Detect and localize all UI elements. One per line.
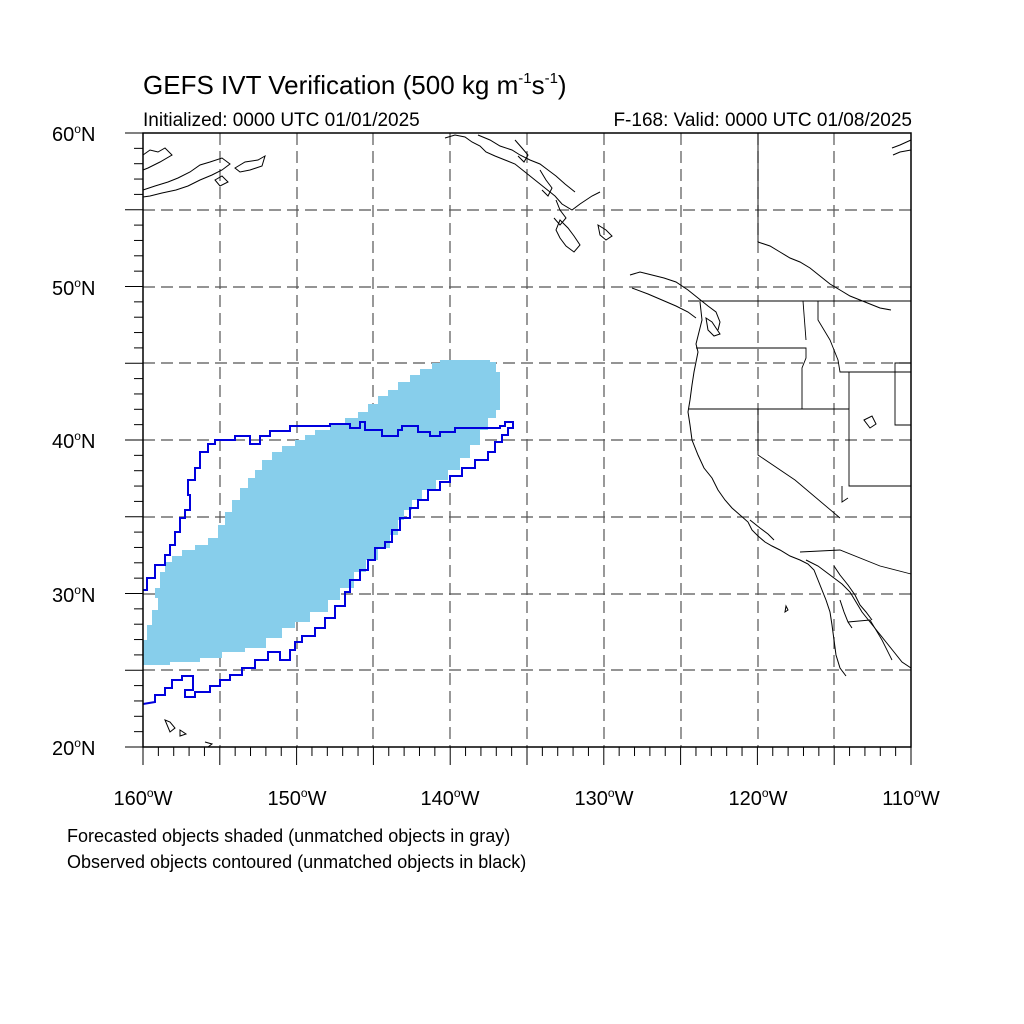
- observed-ivt-contour: [142, 421, 514, 705]
- lat-label-50n: 50oN: [52, 276, 96, 300]
- title-text: GEFS IVT Verification (500 kg m: [143, 70, 519, 100]
- title-exponent-2: -1: [544, 70, 558, 87]
- graticule: [143, 133, 911, 747]
- init-time-label: Initialized: 0000 UTC 01/01/2025: [143, 110, 420, 131]
- title-text-close: ): [557, 70, 567, 100]
- lon-label-110w: 110oW: [882, 786, 940, 810]
- lon-label-120w: 120oW: [728, 786, 788, 810]
- lat-label-20n: 20oN: [52, 736, 96, 760]
- caption-observed: Observed objects contoured (unmatched ob…: [67, 852, 527, 872]
- lon-label-150w: 150oW: [267, 786, 327, 810]
- title-exponent-1: -1: [518, 70, 532, 87]
- map-title: GEFS IVT Verification (500 kg m-1s-1): [143, 70, 567, 101]
- caption-forecast: Forecasted objects shaded (unmatched obj…: [67, 826, 511, 846]
- axis-ticks: [125, 132, 912, 765]
- lat-label-60n: 60oN: [52, 122, 96, 146]
- valid-time-label: F-168: Valid: 0000 UTC 01/08/2025: [613, 110, 912, 131]
- coastlines: [142, 134, 912, 748]
- forecast-ivt-object: [143, 360, 500, 665]
- lon-label-140w: 140oW: [420, 786, 480, 810]
- plot-frame: [142, 132, 912, 748]
- lon-label-160w: 160oW: [113, 786, 173, 810]
- title-text-mid: s: [531, 70, 545, 100]
- political-boundaries: [688, 133, 912, 661]
- lat-label-40n: 40oN: [52, 429, 96, 453]
- lat-label-30n: 30oN: [52, 583, 96, 607]
- lon-label-130w: 130oW: [574, 786, 634, 810]
